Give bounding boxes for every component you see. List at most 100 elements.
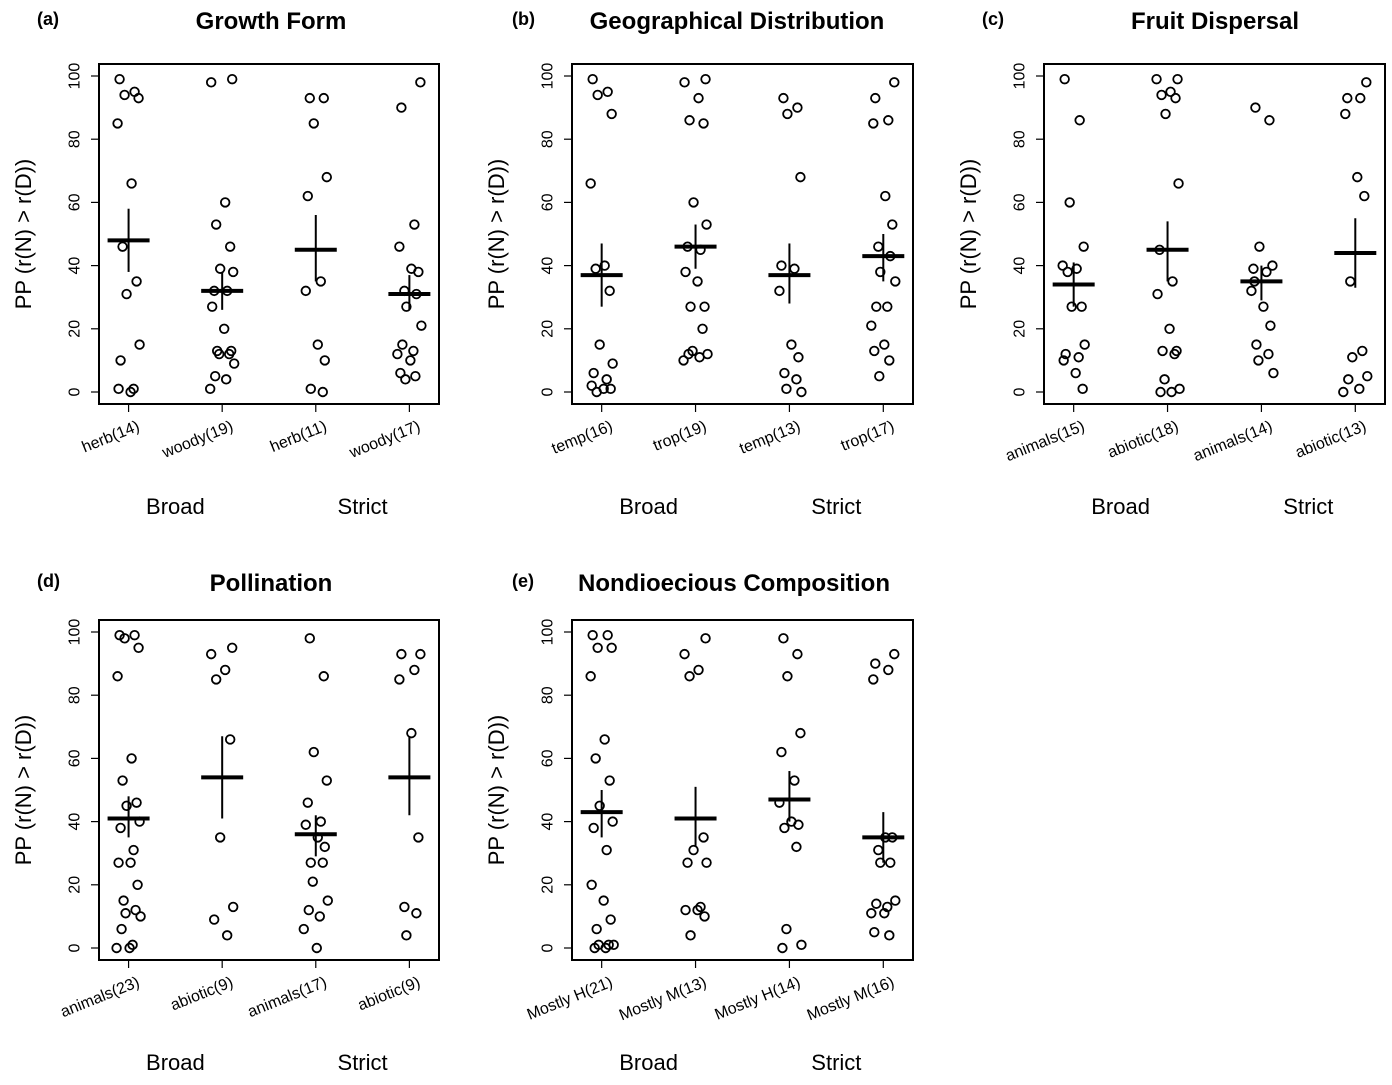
data-point [1171,94,1180,103]
data-point [112,944,121,953]
x-category-label: herb(14) [80,418,142,456]
data-point [221,666,230,675]
data-point [1067,302,1076,311]
data-point [1065,198,1074,207]
data-point [603,631,612,640]
data-point [1165,325,1174,334]
x-category-label: animals(23) [58,974,142,1021]
data-point [1262,268,1271,277]
data-point [871,659,880,668]
series-4 [862,78,904,380]
data-point [591,264,600,273]
data-point [787,340,796,349]
data-point [680,78,689,87]
data-point [593,91,602,100]
data-point [600,735,609,744]
data-point [797,941,806,950]
data-point [210,915,219,924]
data-point [135,340,144,349]
data-point [1152,75,1161,84]
data-point [1247,287,1256,296]
data-point [116,824,125,833]
x-category-label: abiotic(13) [1293,418,1369,462]
group-label: Strict [338,494,388,519]
data-point [1355,385,1364,394]
data-point [127,179,136,188]
data-point [599,896,608,905]
y-tick-label: 0 [67,943,84,952]
y-tick-label: 20 [540,320,557,338]
data-point [113,119,122,128]
panel-title: Nondioecious Composition [578,570,890,597]
data-point [1343,94,1352,103]
data-point [306,385,315,394]
y-tick-label: 0 [67,387,84,396]
data-point [1356,94,1365,103]
data-point [1080,340,1089,349]
y-tick-label: 20 [1012,320,1029,338]
data-point [1344,375,1353,384]
panel-c: (c) Fruit Dispersal 0 20 40 60 80 100 PP (r(N) >… [956,8,1385,519]
plot-frame [99,620,439,960]
data-point [1252,340,1261,349]
data-point [890,650,899,659]
panel-letter: (a) [37,9,59,29]
data-point [607,644,616,653]
data-point [1254,356,1263,365]
data-point [322,776,331,785]
data-point [870,928,879,937]
data-point [410,220,419,229]
data-point [309,119,318,128]
data-point [589,824,598,833]
data-point [694,94,703,103]
data-point [130,631,139,640]
data-point [1158,347,1167,356]
data-point [685,116,694,125]
data-point [316,277,325,286]
data-point [592,925,601,934]
data-point [407,729,416,738]
data-point [867,909,876,918]
y-tick-label: 60 [540,749,557,767]
data-point [410,666,419,675]
x-category-label: temp(16) [549,418,615,458]
data-point [397,650,406,659]
data-point [1266,321,1275,330]
data-point [689,846,698,855]
data-point [777,748,786,757]
y-tick-label: 60 [540,193,557,211]
data-point [608,359,617,368]
group-label: Broad [1091,494,1150,519]
data-point [134,644,143,653]
data-point [121,909,130,918]
series-4 [388,650,430,940]
series-4 [1334,78,1376,396]
data-point [780,824,789,833]
data-point [113,672,122,681]
data-point [212,675,221,684]
y-tick-label: 40 [540,813,557,831]
y-tick-label: 40 [1012,257,1029,275]
data-point [883,302,892,311]
x-category-label: abiotic(18) [1105,418,1181,462]
data-point [216,264,225,273]
data-point [681,906,690,915]
data-point [115,75,124,84]
data-point [890,78,899,87]
data-point [1363,372,1372,381]
data-point [132,798,141,807]
data-point [305,94,314,103]
y-tick-label: 80 [540,686,557,704]
series-1 [108,75,150,396]
data-point [680,650,689,659]
y-tick-label: 100 [67,63,84,90]
y-tick-label: 80 [67,130,84,148]
series-1 [1053,75,1095,393]
y-tick-label: 60 [1012,193,1029,211]
data-point [401,375,410,384]
data-point [779,94,788,103]
data-point [1255,242,1264,251]
data-point [869,119,878,128]
data-point [316,817,325,826]
plot-frame [572,620,913,960]
